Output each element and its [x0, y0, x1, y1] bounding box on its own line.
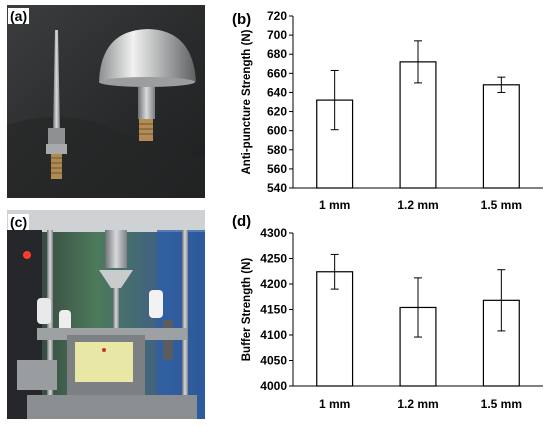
panel-label-b: (b)	[232, 11, 251, 28]
panel-label-c: (c)	[8, 214, 30, 230]
x-tick-label: 1 mm	[319, 198, 350, 212]
bar	[482, 84, 520, 189]
x-tick-label: 1.5 mm	[481, 397, 522, 411]
y-tick-label: 4150	[260, 303, 287, 317]
bar	[316, 271, 354, 387]
x-tick-label: 1.2 mm	[397, 397, 438, 411]
y-tick-label: 4050	[260, 354, 287, 368]
y-tick-label: 540	[267, 181, 287, 195]
photo-panel-a	[7, 5, 205, 198]
y-axis-title: Anti-puncture Strength (N)	[241, 29, 253, 174]
panel-label-a: (a)	[8, 8, 30, 24]
y-tick-label: 720	[267, 9, 287, 23]
y-tick-label: 700	[267, 28, 287, 42]
panel-label-d: (d)	[232, 213, 251, 230]
y-tick-label: 640	[267, 85, 287, 99]
y-tick-label: 600	[267, 124, 287, 138]
y-tick-label: 4000	[260, 379, 287, 393]
bar-chart-d: (d) 4000 4050 4100 4150 4200 4250 4300 Buffer St…	[232, 213, 543, 411]
test-machine-photo	[7, 210, 205, 419]
y-tick-label: 660	[267, 66, 287, 80]
y-tick-label: 4100	[260, 328, 287, 342]
y-tick-label: 560	[267, 162, 287, 176]
y-tick-label: 620	[267, 105, 287, 119]
x-tick-label: 1.2 mm	[397, 198, 438, 212]
y-tick-label: 680	[267, 47, 287, 61]
photo-panel-c	[7, 210, 205, 419]
x-tick-label: 1 mm	[319, 397, 350, 411]
y-tick-label: 4200	[260, 277, 287, 291]
x-tick-label: 1.5 mm	[481, 198, 522, 212]
y-tick-label: 4300	[260, 226, 287, 240]
bar-chart-b: (b) 540 560 580 600 620 640 660 680 700 720 Anti-pu…	[232, 9, 543, 212]
pin-and-dome-photo	[7, 5, 205, 198]
y-tick-label: 4250	[260, 252, 287, 266]
y-tick-label: 580	[267, 143, 287, 157]
y-axis-title: Buffer Strength (N)	[241, 258, 253, 362]
